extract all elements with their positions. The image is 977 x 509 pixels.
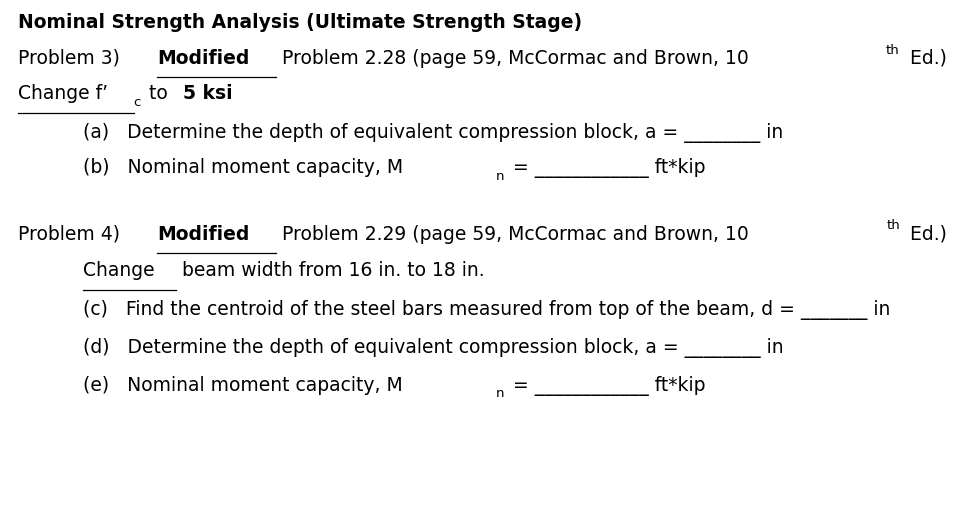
Text: Problem 2.28 (page 59, McCormac and Brown, 10: Problem 2.28 (page 59, McCormac and Brow… xyxy=(276,49,748,68)
Text: 5 ksi: 5 ksi xyxy=(183,84,233,103)
Text: (d)   Determine the depth of equivalent compression block, a = ________ in: (d) Determine the depth of equivalent co… xyxy=(83,337,783,357)
Text: Ed.): Ed.) xyxy=(903,224,946,243)
Text: th: th xyxy=(885,219,899,232)
Text: (b)   Nominal moment capacity, M: (b) Nominal moment capacity, M xyxy=(83,158,403,177)
Text: Ed.): Ed.) xyxy=(903,49,946,68)
Text: Problem 2.29 (page 59, McCormac and Brown, 10: Problem 2.29 (page 59, McCormac and Brow… xyxy=(276,224,748,243)
Text: c: c xyxy=(134,95,141,108)
Text: n: n xyxy=(495,169,504,182)
Text: (c)   Find the centroid of the steel bars measured from top of the beam, d = ___: (c) Find the centroid of the steel bars … xyxy=(83,299,890,319)
Text: Nominal Strength Analysis (Ultimate Strength Stage): Nominal Strength Analysis (Ultimate Stre… xyxy=(18,13,581,32)
Text: to: to xyxy=(143,84,174,103)
Text: (e)   Nominal moment capacity, M: (e) Nominal moment capacity, M xyxy=(83,376,403,394)
Text: beam width from 16 in. to 18 in.: beam width from 16 in. to 18 in. xyxy=(175,261,484,280)
Text: n: n xyxy=(495,386,504,400)
Text: Problem 3): Problem 3) xyxy=(18,49,125,68)
Text: Change: Change xyxy=(83,261,154,280)
Text: Problem 4): Problem 4) xyxy=(18,224,125,243)
Text: = ____________ ft*kip: = ____________ ft*kip xyxy=(507,158,705,178)
Text: th: th xyxy=(885,43,899,56)
Text: Modified: Modified xyxy=(156,224,249,243)
Text: Change f’: Change f’ xyxy=(18,84,107,103)
Text: = ____________ ft*kip: = ____________ ft*kip xyxy=(506,376,704,395)
Text: (a)   Determine the depth of equivalent compression block, a = ________ in: (a) Determine the depth of equivalent co… xyxy=(83,123,783,143)
Text: Modified: Modified xyxy=(156,49,249,68)
